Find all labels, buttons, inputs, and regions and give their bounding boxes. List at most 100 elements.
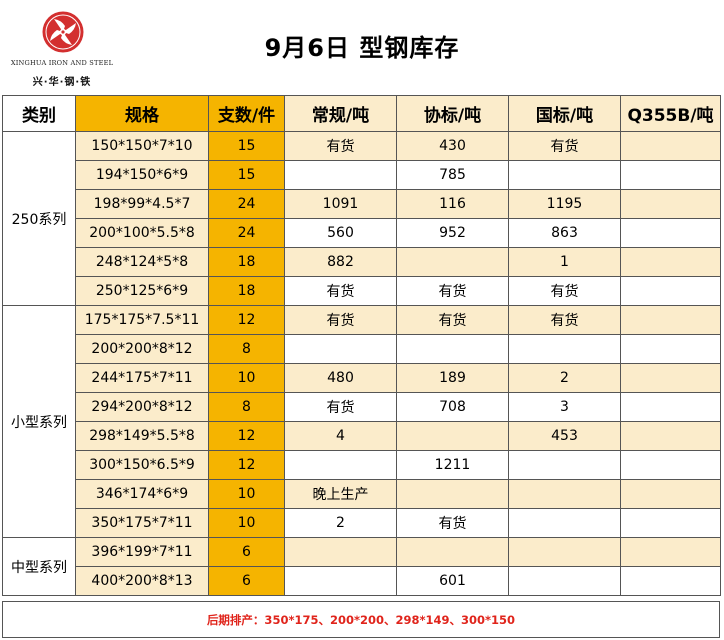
national-cell: 453	[508, 421, 621, 451]
national-cell: 有货	[508, 305, 621, 335]
assoc-cell: 601	[396, 566, 509, 596]
header-category: 类别	[2, 95, 76, 132]
table-header-row: 类别 规格 支数/件 常规/吨 协标/吨 国标/吨 Q355B/吨	[2, 95, 721, 132]
q355b-cell	[620, 189, 721, 219]
table-row: 200*200*8*12 8	[3, 334, 721, 364]
assoc-cell: 952	[396, 218, 509, 248]
assoc-cell	[396, 247, 509, 277]
q355b-cell	[620, 508, 721, 538]
assoc-cell	[396, 479, 509, 509]
spec-cell: 346*174*6*9	[75, 479, 209, 509]
q355b-cell	[620, 421, 721, 451]
table-row: 中型系列 396*199*7*11 6	[2, 537, 721, 596]
spec-cell: 150*150*7*10	[75, 131, 209, 161]
assoc-cell: 1211	[396, 450, 509, 480]
table-row: 400*200*8*13 6 601	[3, 566, 721, 596]
xinghua-logo-icon	[42, 11, 84, 53]
footer-note-text: 后期排产：350*175、200*200、298*149、300*150	[206, 612, 516, 627]
regular-cell: 2	[284, 508, 397, 538]
table-row: 198*99*4.5*7 24 1091 116 1195	[3, 189, 721, 219]
count-cell: 12	[208, 421, 285, 451]
production-schedule-note: 后期排产：350*175、200*200、298*149、300*150	[2, 601, 720, 638]
national-cell: 1195	[508, 189, 621, 219]
count-cell: 6	[208, 537, 285, 567]
assoc-cell: 有货	[396, 508, 509, 538]
national-cell	[508, 334, 621, 364]
regular-cell: 480	[284, 363, 397, 393]
category-cell: 小型系列	[2, 305, 76, 538]
table-row: 350*175*7*11 10 2 有货	[3, 508, 721, 538]
table-row: 248*124*5*8 18 882 1	[3, 247, 721, 277]
national-cell: 2	[508, 363, 621, 393]
spec-cell: 200*200*8*12	[75, 334, 209, 364]
spec-cell: 175*175*7.5*11	[75, 305, 209, 335]
table-row: 298*149*5.5*8 12 4 453	[3, 421, 721, 451]
q355b-cell	[620, 160, 721, 190]
table-row: 300*150*6.5*9 12 1211	[3, 450, 721, 480]
q355b-cell	[620, 363, 721, 393]
count-cell: 15	[208, 131, 285, 161]
q355b-cell	[620, 537, 721, 567]
national-cell	[508, 508, 621, 538]
assoc-cell	[396, 537, 509, 567]
q355b-cell	[620, 247, 721, 277]
regular-cell: 有货	[284, 305, 397, 335]
regular-cell: 有货	[284, 392, 397, 422]
table-row: 346*174*6*9 10 晚上生产	[3, 479, 721, 509]
count-cell: 10	[208, 479, 285, 509]
header-q355b: Q355B/吨	[620, 95, 721, 132]
assoc-cell: 430	[396, 131, 509, 161]
spec-cell: 294*200*8*12	[75, 392, 209, 422]
page-title: 9月6日 型钢库存	[264, 34, 460, 62]
count-cell: 12	[208, 305, 285, 335]
header-assoc: 协标/吨	[396, 95, 509, 132]
brand-name-en: XINGHUA IRON AND STEEL	[10, 59, 114, 67]
q355b-cell	[620, 305, 721, 335]
q355b-cell	[620, 334, 721, 364]
count-cell: 10	[208, 363, 285, 393]
spec-cell: 244*175*7*11	[75, 363, 209, 393]
regular-cell: 1091	[284, 189, 397, 219]
spec-cell: 250*125*6*9	[75, 276, 209, 306]
header-spec: 规格	[75, 95, 209, 132]
regular-cell: 有货	[284, 276, 397, 306]
regular-cell: 晚上生产	[284, 479, 397, 509]
national-cell	[508, 479, 621, 509]
assoc-cell: 189	[396, 363, 509, 393]
q355b-cell	[620, 131, 721, 161]
header-national: 国标/吨	[508, 95, 621, 132]
national-cell: 有货	[508, 276, 621, 306]
spec-cell: 300*150*6.5*9	[75, 450, 209, 480]
national-cell	[508, 537, 621, 567]
table-row: 244*175*7*11 10 480 189 2	[3, 363, 721, 393]
assoc-cell: 785	[396, 160, 509, 190]
spec-cell: 200*100*5.5*8	[75, 218, 209, 248]
q355b-cell	[620, 450, 721, 480]
regular-cell	[284, 450, 397, 480]
count-cell: 18	[208, 276, 285, 306]
q355b-cell	[620, 218, 721, 248]
q355b-cell	[620, 276, 721, 306]
inventory-table: 类别 规格 支数/件 常规/吨 协标/吨 国标/吨 Q355B/吨 250系列 …	[2, 95, 721, 596]
regular-cell: 4	[284, 421, 397, 451]
spec-cell: 350*175*7*11	[75, 508, 209, 538]
spec-cell: 248*124*5*8	[75, 247, 209, 277]
assoc-cell: 116	[396, 189, 509, 219]
spec-cell: 198*99*4.5*7	[75, 189, 209, 219]
national-cell: 3	[508, 392, 621, 422]
spec-cell: 194*150*6*9	[75, 160, 209, 190]
national-cell	[508, 566, 621, 596]
national-cell	[508, 160, 621, 190]
count-cell: 8	[208, 334, 285, 364]
regular-cell	[284, 334, 397, 364]
category-cell: 中型系列	[2, 537, 76, 596]
regular-cell	[284, 160, 397, 190]
count-cell: 8	[208, 392, 285, 422]
q355b-cell	[620, 479, 721, 509]
regular-cell	[284, 537, 397, 567]
regular-cell	[284, 566, 397, 596]
category-cell: 250系列	[2, 131, 76, 306]
table-row: 294*200*8*12 8 有货 708 3	[3, 392, 721, 422]
assoc-cell: 有货	[396, 276, 509, 306]
count-cell: 15	[208, 160, 285, 190]
